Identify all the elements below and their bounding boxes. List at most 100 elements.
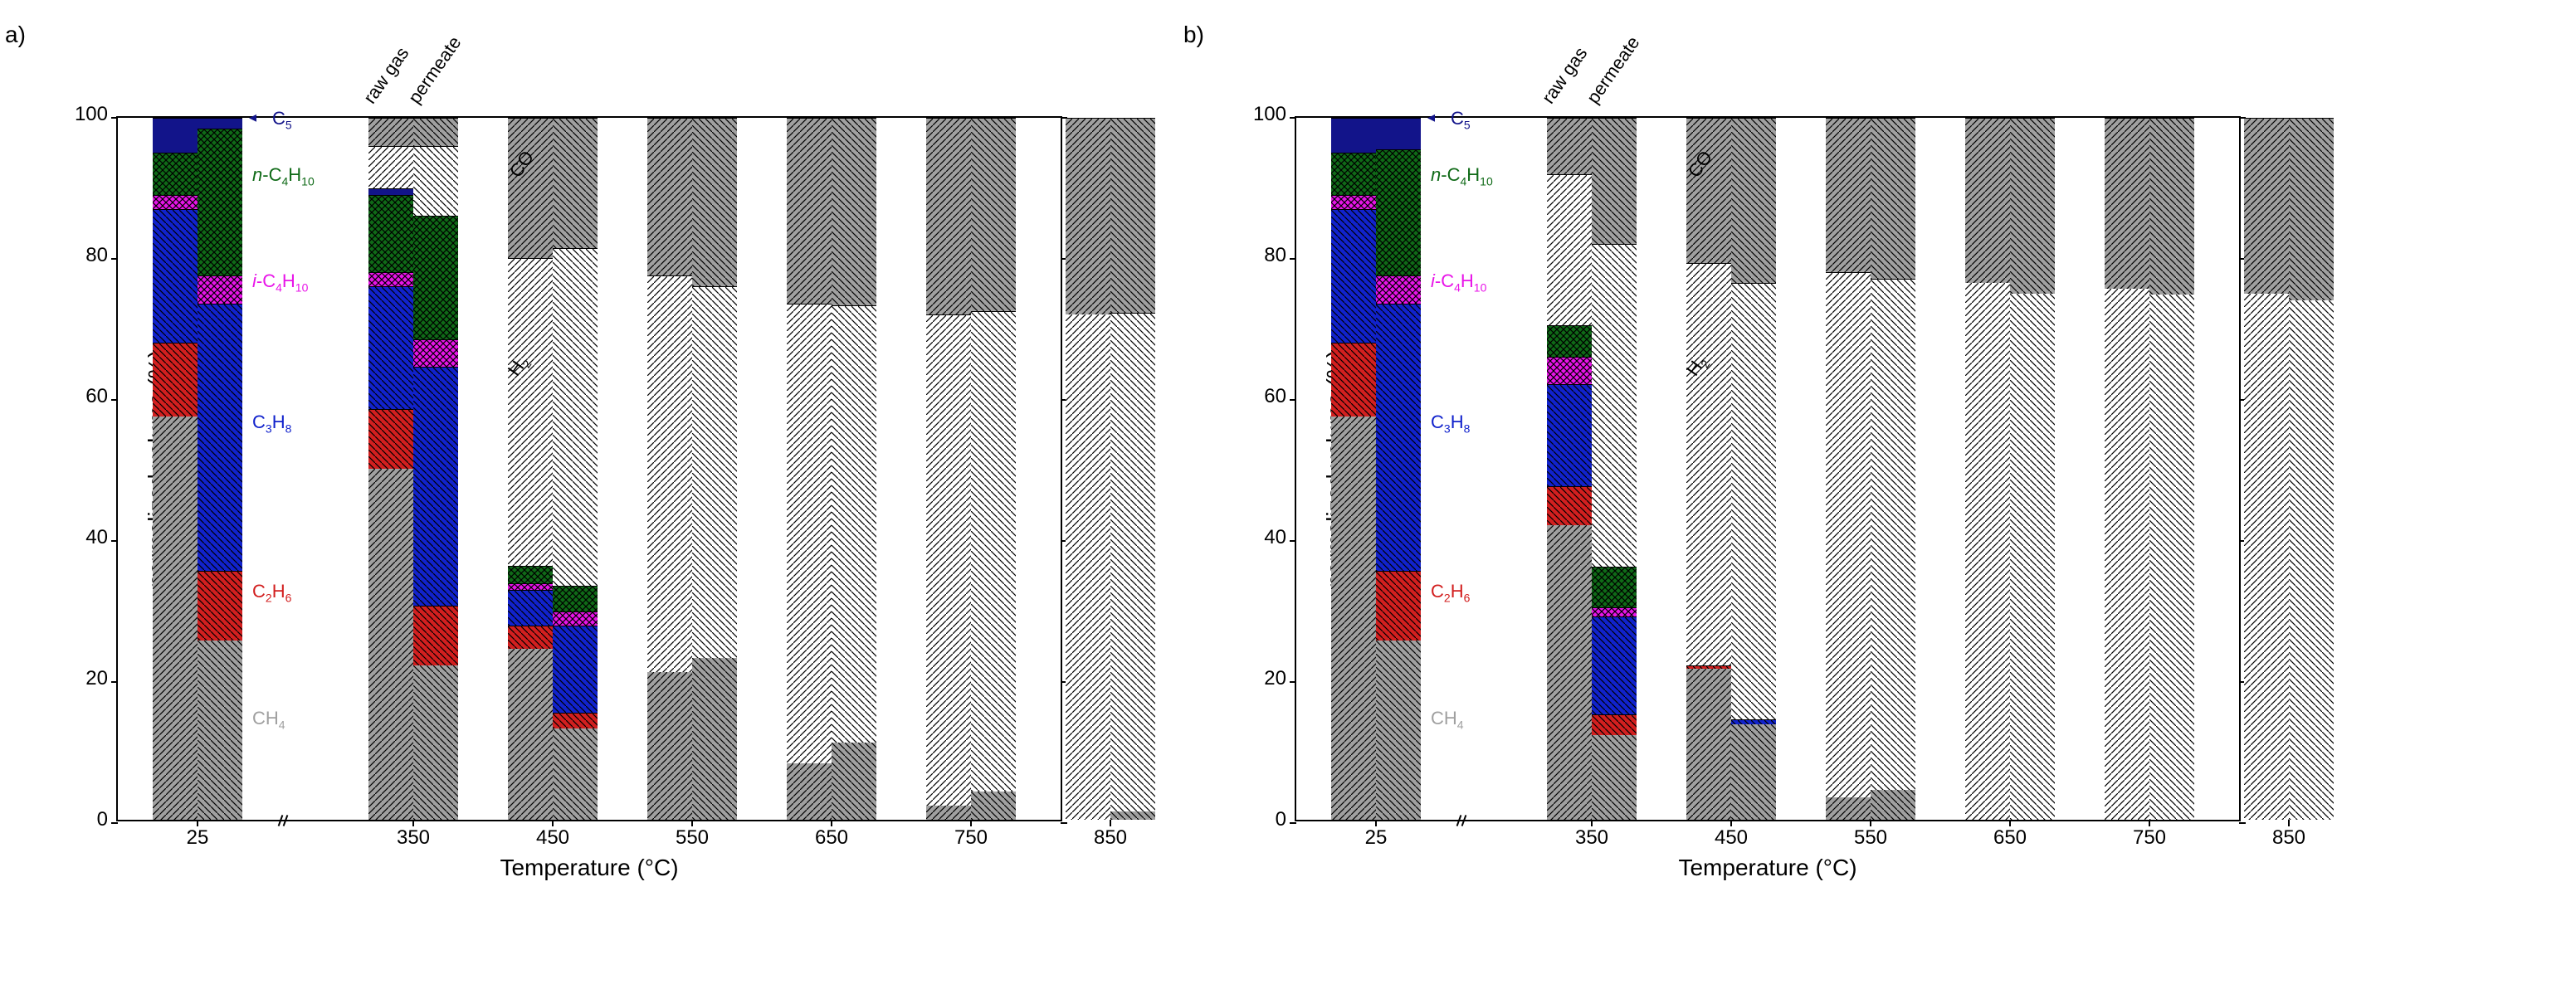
bar-permeate	[692, 118, 737, 820]
segment-nc4h10	[1592, 567, 1637, 607]
segment-co	[2010, 118, 2055, 294]
segment-c3h8	[413, 367, 458, 606]
bar-group	[368, 118, 458, 820]
bar-raw-gas	[2244, 118, 2289, 820]
bar-permeate	[553, 118, 598, 820]
segment-ch4	[153, 417, 198, 820]
ytick-label: 20	[85, 667, 108, 690]
legend-c3h8: C3H8	[252, 412, 291, 435]
bar-permeate	[971, 118, 1016, 820]
segment-ch4	[832, 743, 876, 820]
ytick-label: 100	[1253, 103, 1286, 126]
segment-c2h6	[1592, 714, 1637, 735]
segment-co	[1066, 118, 1110, 314]
bar-group	[2105, 118, 2194, 820]
segment-ic4h10	[508, 583, 553, 590]
segment-co	[971, 118, 1016, 311]
ytick-label: 60	[85, 385, 108, 408]
segment-co	[926, 118, 971, 314]
bar-group	[1547, 118, 1637, 820]
segment-h2	[926, 314, 971, 806]
segment-c5	[198, 118, 242, 129]
bar-group	[647, 118, 737, 820]
ytick-label: 100	[75, 103, 108, 126]
segment-c2h6	[153, 343, 198, 417]
segment-co	[787, 118, 832, 304]
segment-co	[508, 118, 553, 258]
segment-c2h6	[1331, 343, 1376, 417]
segment-ic4h10	[368, 272, 413, 286]
bar-group	[153, 118, 242, 820]
segment-nc4h10	[198, 129, 242, 276]
xtick-label: 550	[676, 826, 709, 850]
segment-co	[1547, 118, 1592, 174]
segment-ch4	[1376, 641, 1421, 820]
bar-raw-gas	[1066, 118, 1110, 820]
segment-h2	[1066, 314, 1110, 820]
bar-group	[1965, 118, 2055, 820]
plot-area: 020406080100normalized volume (%)Tempera…	[1295, 116, 2241, 821]
xtick-label: 550	[1854, 826, 1887, 850]
segment-ic4h10	[413, 339, 458, 368]
xtick-label: 650	[815, 826, 848, 850]
segment-c2h6	[198, 571, 242, 641]
column-header-permeate: permeate	[1583, 32, 1645, 108]
segment-ch4	[198, 641, 242, 820]
xtick-label: 450	[536, 826, 569, 850]
bar-raw-gas	[1965, 118, 2010, 820]
segment-ch4	[368, 469, 413, 820]
segment-c5	[368, 188, 413, 195]
segment-c3h8	[1331, 209, 1376, 343]
column-header-raw-gas: raw gas	[359, 43, 413, 108]
ytick-label: 0	[1276, 808, 1286, 831]
segment-nc4h10	[1376, 149, 1421, 275]
segment-c5	[153, 118, 198, 153]
segment-h2	[2105, 289, 2149, 820]
segment-h2	[2010, 294, 2055, 821]
legend-ic4h10: i-C4H10	[1431, 270, 1486, 294]
segment-co	[1965, 118, 2010, 283]
segment-ch4	[508, 649, 553, 820]
segment-h2	[787, 304, 832, 763]
segment-c3h8	[1592, 616, 1637, 714]
segment-c5	[1331, 118, 1376, 153]
xtick-label: 25	[1365, 826, 1388, 850]
segment-nc4h10	[1331, 153, 1376, 195]
segment-co	[692, 118, 737, 286]
segment-co	[832, 118, 876, 305]
segment-ic4h10	[1376, 275, 1421, 304]
segment-ch4	[1686, 669, 1731, 820]
legend-c5: C5	[272, 108, 292, 131]
ytick-label: 60	[1264, 385, 1286, 408]
segment-ic4h10	[198, 275, 242, 304]
segment-h2	[1110, 313, 1155, 811]
bar-permeate	[2010, 118, 2055, 820]
bar-permeate	[198, 118, 242, 820]
segment-ch4	[1110, 811, 1155, 820]
xtick-label: 25	[187, 826, 209, 850]
segment-h2	[1547, 174, 1592, 325]
axis-break	[1455, 816, 1470, 825]
legend-c5: C5	[1451, 108, 1471, 131]
bar-raw-gas	[1331, 118, 1376, 820]
xtick-label: 750	[2133, 826, 2166, 850]
segment-c2h6	[553, 713, 598, 728]
segment-ch4	[413, 665, 458, 820]
legend-c2h6: C2H6	[1431, 581, 1470, 604]
segment-nc4h10	[508, 566, 553, 583]
segment-c2h6	[1376, 571, 1421, 641]
segment-co	[2105, 118, 2149, 289]
segment-c3h8	[1376, 304, 1421, 570]
ytick-label: 0	[97, 808, 108, 831]
bar-raw-gas	[368, 118, 413, 820]
xtick-label: 850	[2272, 826, 2305, 850]
segment-ch4	[1331, 417, 1376, 820]
bar-permeate	[832, 118, 876, 820]
bar-raw-gas	[2105, 118, 2149, 820]
segment-c3h8	[153, 209, 198, 343]
segment-ch4	[1731, 724, 1776, 820]
ytick-label: 80	[1264, 244, 1286, 267]
segment-ch4	[926, 806, 971, 820]
axis-break	[276, 816, 291, 825]
segment-ch4	[647, 672, 692, 820]
